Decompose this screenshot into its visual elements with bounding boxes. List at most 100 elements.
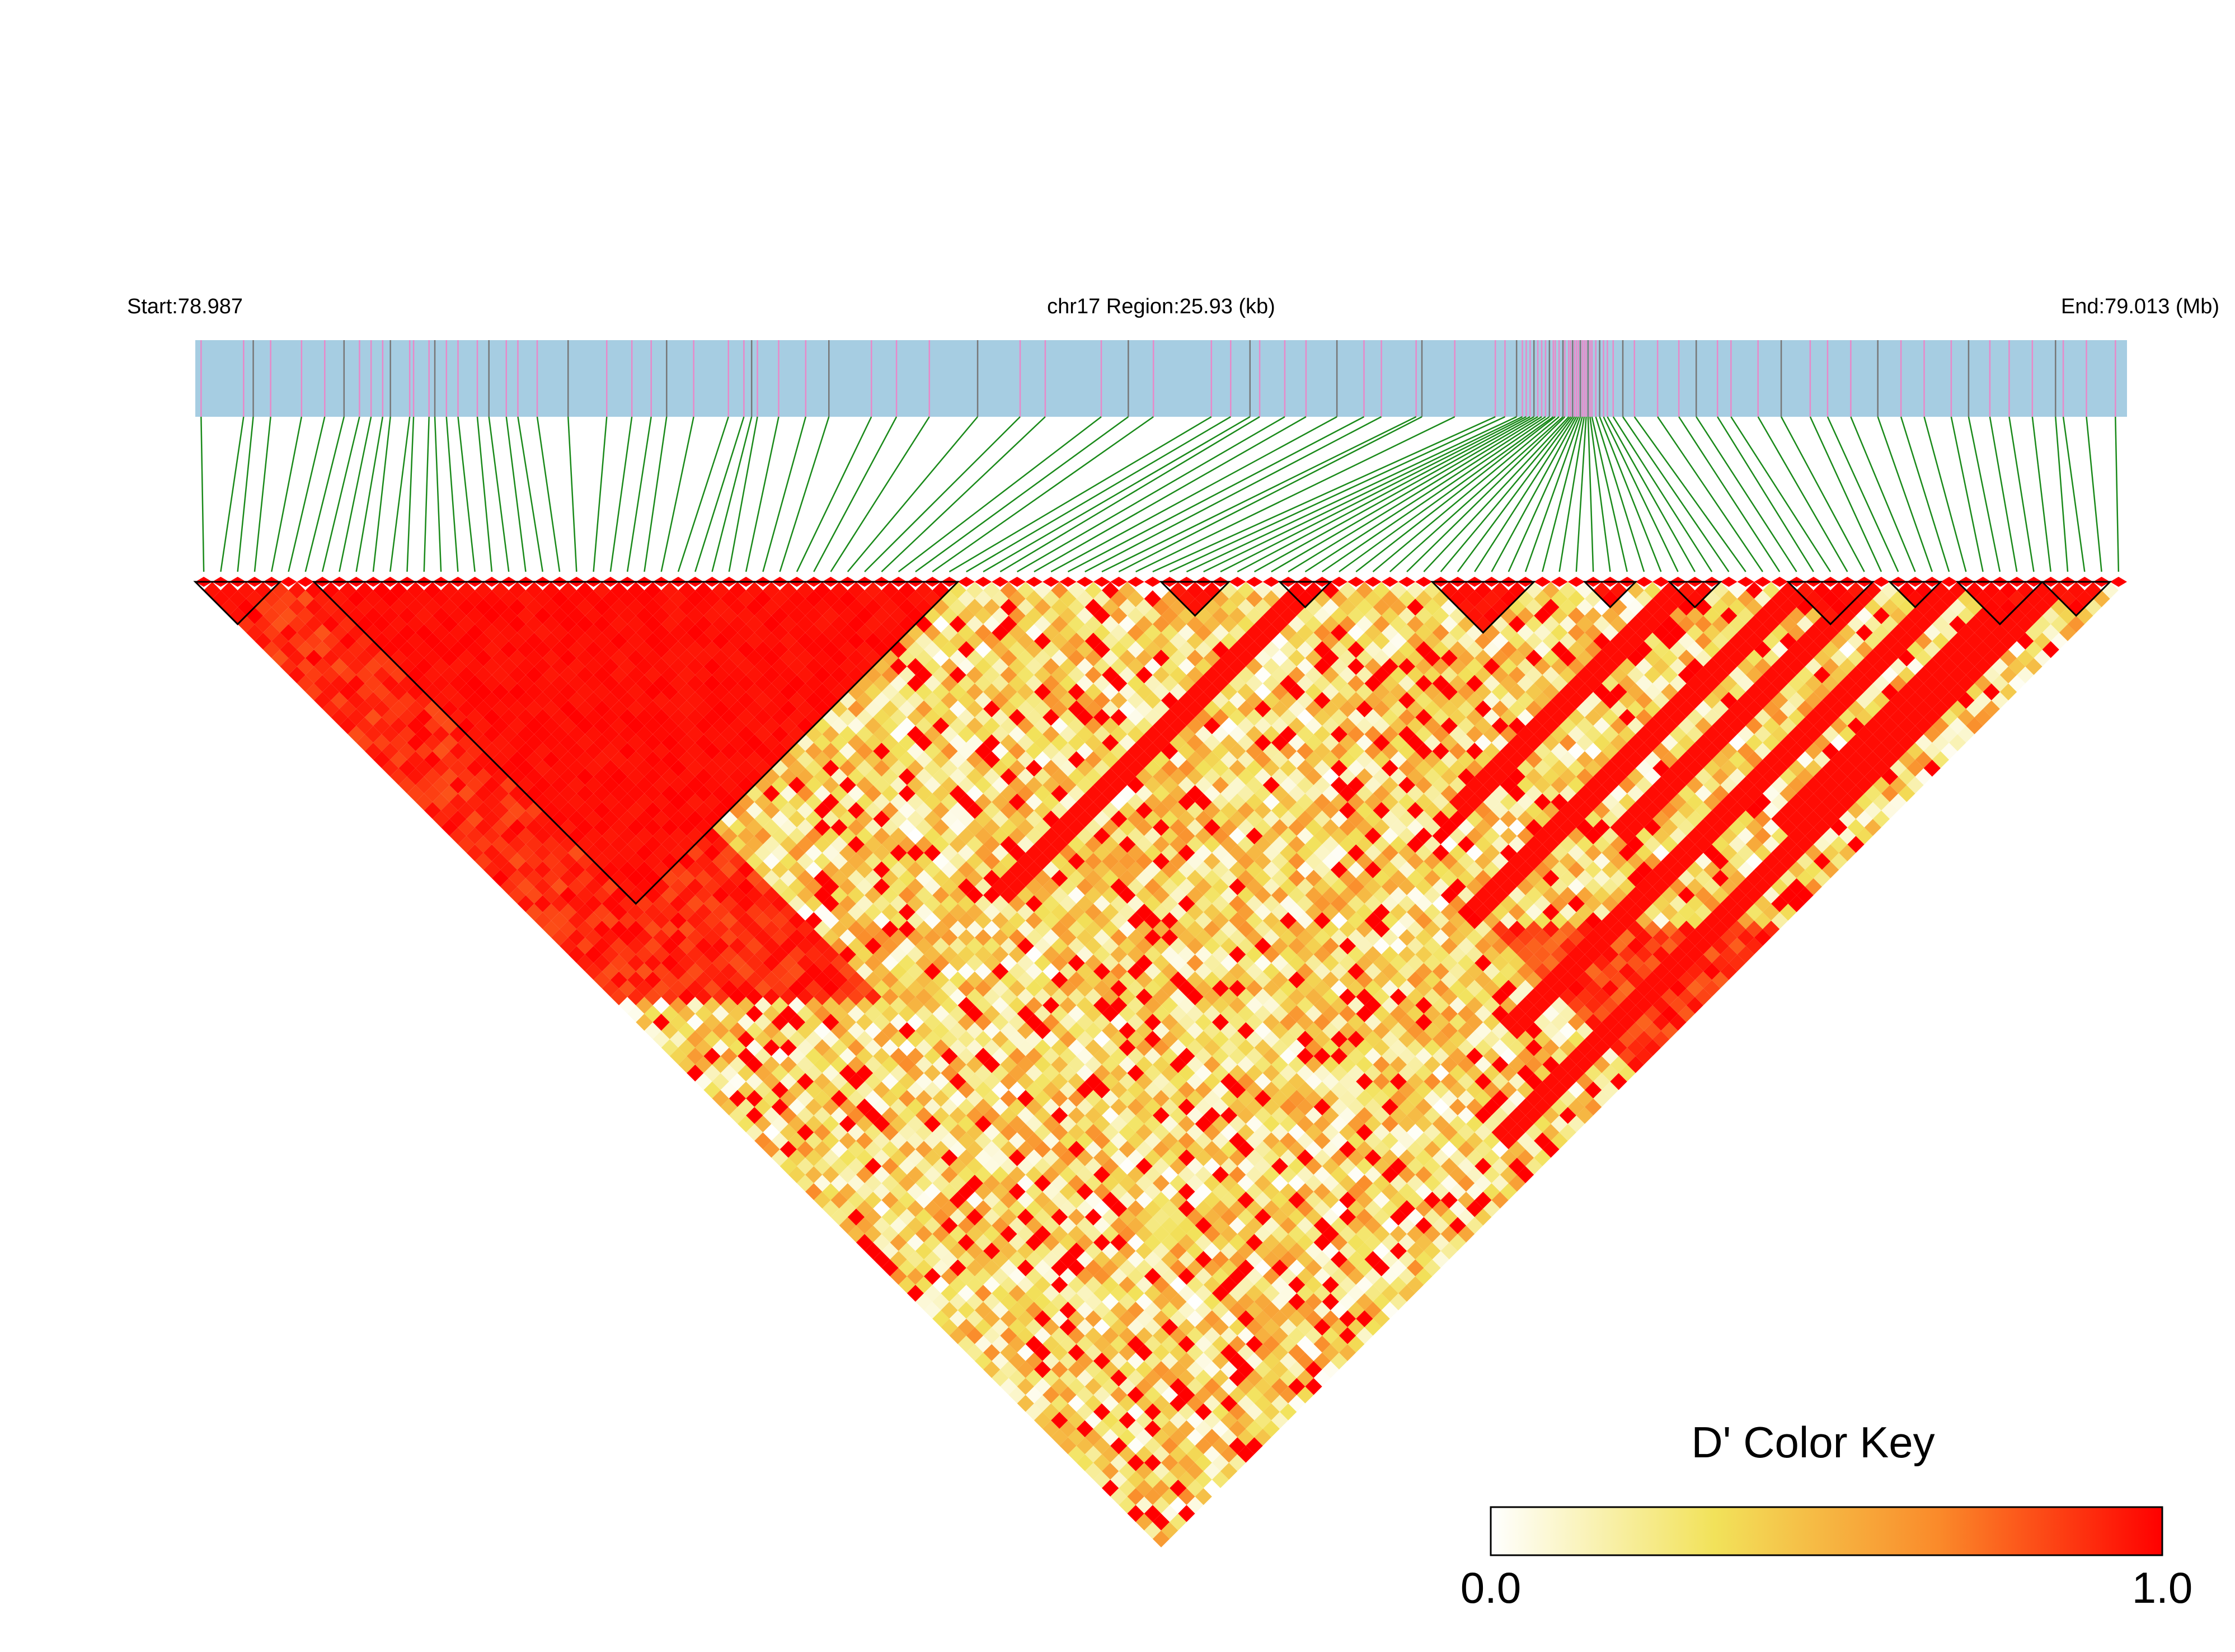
ld-cell [204,582,221,599]
ld-cell [1110,1319,1128,1336]
ld-cell [957,810,975,828]
ld-cell [1059,1352,1077,1370]
snp-marker [1415,577,1433,587]
snp-connector [1050,416,1337,573]
ld-cell [1076,1200,1093,1217]
ld-cell [856,912,874,929]
ld-cell [822,844,839,862]
snp-connector [745,416,780,572]
ld-cell [687,1014,704,1031]
ld-cell [1373,1259,1390,1277]
snp-connector [1016,416,1285,573]
ld-cell [788,1081,806,1099]
ld-cell [576,802,594,819]
ld-cell [398,607,416,624]
ld-cell [466,776,483,794]
ld-cell [1178,1454,1195,1471]
ld-cell [1034,1276,1051,1293]
ld-cell [534,675,551,692]
ld-cell [1305,1174,1322,1192]
ld-cell [331,658,348,675]
snp-marker [1059,577,1077,587]
ld-cell [331,691,348,709]
ld-cell [1084,1411,1102,1429]
ld-cell [822,742,839,760]
ld-cell [957,1149,975,1166]
ld-cell [890,1047,907,1065]
ld-cell [1059,980,1077,997]
ld-cell [415,726,433,743]
ld-cell [1084,1192,1102,1209]
ld-cell [1059,1014,1077,1031]
ld-cell [1170,1022,1187,1039]
ld-cell [1025,1183,1043,1201]
ld-cell [924,929,941,947]
ld-cell [500,810,518,828]
ld-cell [822,1132,839,1150]
ld-cell [1364,1251,1382,1268]
ld-cell [1144,1098,1161,1116]
ld-cell [856,742,874,760]
snp-connector [1169,416,1505,573]
ld-cell [1093,1098,1111,1116]
ld-cell [754,590,772,608]
ld-cell [1246,1115,1263,1133]
ld-cell [1119,1259,1136,1277]
ld-cell [1152,1310,1170,1328]
ld-cell [1152,1022,1170,1039]
ld-cell [483,861,501,878]
ld-cell [1178,1065,1195,1082]
snp-connector [406,416,415,572]
ld-cell [957,912,975,929]
ld-cell [957,1065,975,1082]
ld-cell [1203,1141,1220,1158]
ld-cell [644,1005,661,1023]
snp-connector [355,416,384,572]
ld-cell [754,1098,772,1116]
ld-cell [1170,1157,1187,1175]
snp-connector [476,416,493,572]
ld-cell [534,726,551,743]
ld-cell [1152,1005,1170,1023]
ld-cell [1246,1437,1263,1455]
ld-cell [1195,1234,1212,1251]
ld-cell [1034,1411,1051,1429]
ld-cell [1025,1098,1043,1116]
ld-cell [754,742,772,760]
ld-cell [1119,1411,1136,1429]
ld-cell [890,980,907,997]
snp-marker [1364,577,1382,587]
ld-cell [432,776,450,794]
ld-cell [1059,1217,1077,1234]
ld-cell [483,810,501,828]
ld-cell [890,963,907,980]
snp-connector [488,416,510,572]
ld-cell [754,912,772,929]
ld-cell [788,980,806,997]
ld-cell [1398,1268,1416,1285]
ld-cell [788,1065,806,1082]
ld-cell [983,1192,1001,1209]
ld-cell [856,709,874,726]
ld-cell [610,785,628,802]
ld-cell [1135,1157,1153,1175]
ld-cell [1110,1420,1128,1438]
snp-connector [660,416,694,572]
ld-cell [1059,1268,1077,1285]
ld-cell [644,903,661,921]
ld-cell [924,1251,941,1268]
ld-cell [1229,1369,1246,1387]
ld-cell [1135,1174,1153,1192]
ld-cell [1119,1446,1136,1463]
ld-cell [754,980,772,997]
ld-cell [1381,1268,1398,1285]
ld-cell [992,1319,1009,1336]
ld-cell [720,726,738,743]
snp-connector [2062,416,2086,572]
ld-cell [644,615,661,633]
ld-cell [1254,1344,1271,1361]
ld-cell [890,912,907,929]
ld-cell [1017,1192,1034,1209]
ld-cell [500,726,518,743]
ld-cell [1195,1420,1212,1438]
